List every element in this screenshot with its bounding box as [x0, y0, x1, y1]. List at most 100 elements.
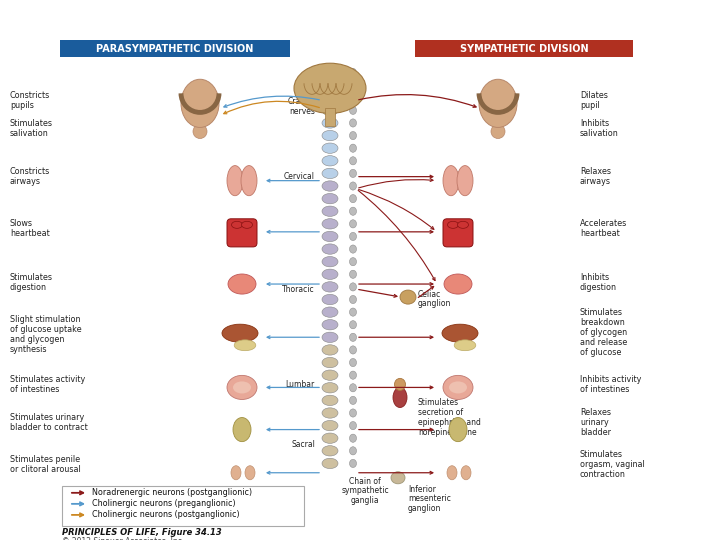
Ellipse shape	[181, 79, 219, 127]
Ellipse shape	[400, 290, 416, 304]
Ellipse shape	[322, 256, 338, 267]
Ellipse shape	[349, 131, 356, 140]
Ellipse shape	[349, 308, 356, 316]
Ellipse shape	[322, 320, 338, 330]
Ellipse shape	[349, 447, 356, 455]
Text: Relaxes
urinary
bladder: Relaxes urinary bladder	[580, 408, 611, 437]
Ellipse shape	[349, 106, 356, 114]
Ellipse shape	[349, 371, 356, 379]
Ellipse shape	[322, 80, 338, 90]
Ellipse shape	[461, 465, 471, 480]
Ellipse shape	[322, 143, 338, 153]
Ellipse shape	[233, 381, 251, 394]
Ellipse shape	[443, 166, 459, 195]
Ellipse shape	[241, 221, 253, 228]
Ellipse shape	[349, 283, 356, 291]
Ellipse shape	[444, 274, 472, 294]
Ellipse shape	[349, 119, 356, 127]
Ellipse shape	[349, 434, 356, 442]
Ellipse shape	[228, 274, 256, 294]
Text: Cervical: Cervical	[284, 172, 315, 181]
Ellipse shape	[349, 245, 356, 253]
Text: Thoracic: Thoracic	[282, 285, 315, 294]
Text: SYMPATHETIC DIVISION: SYMPATHETIC DIVISION	[459, 44, 588, 53]
Ellipse shape	[322, 433, 338, 443]
Ellipse shape	[447, 465, 457, 480]
Text: Stimulates urinary
bladder to contract: Stimulates urinary bladder to contract	[10, 413, 88, 432]
Ellipse shape	[322, 92, 338, 103]
Ellipse shape	[395, 379, 405, 390]
Ellipse shape	[322, 282, 338, 292]
Ellipse shape	[454, 340, 476, 350]
Ellipse shape	[234, 340, 256, 350]
Ellipse shape	[457, 221, 469, 228]
Text: PRINCIPLES OF LIFE, Figure 34.13: PRINCIPLES OF LIFE, Figure 34.13	[62, 528, 222, 537]
Text: Cholinergic neurons (postganglionic): Cholinergic neurons (postganglionic)	[92, 510, 240, 519]
Text: Inhibits
salivation: Inhibits salivation	[580, 119, 618, 138]
Ellipse shape	[442, 324, 478, 342]
Ellipse shape	[349, 346, 356, 354]
Bar	[325, 109, 335, 126]
Ellipse shape	[294, 63, 366, 113]
Ellipse shape	[349, 182, 356, 190]
Ellipse shape	[322, 193, 338, 204]
Ellipse shape	[349, 333, 356, 341]
Ellipse shape	[241, 166, 257, 195]
Ellipse shape	[349, 157, 356, 165]
Text: Inferior
mesenteric
ganglion: Inferior mesenteric ganglion	[408, 485, 451, 513]
Ellipse shape	[245, 465, 255, 480]
Text: © 2012 Sinauer Associates, Inc.: © 2012 Sinauer Associates, Inc.	[62, 537, 184, 540]
Ellipse shape	[322, 446, 338, 456]
Ellipse shape	[322, 269, 338, 280]
Text: Celiac
ganglion: Celiac ganglion	[418, 290, 451, 308]
Ellipse shape	[349, 384, 356, 392]
Ellipse shape	[349, 396, 356, 404]
Ellipse shape	[449, 417, 467, 442]
Ellipse shape	[322, 206, 338, 217]
Ellipse shape	[393, 387, 407, 408]
Ellipse shape	[322, 370, 338, 380]
Ellipse shape	[322, 294, 338, 305]
Ellipse shape	[349, 194, 356, 202]
Text: Cholinergic neurons (preganglionic): Cholinergic neurons (preganglionic)	[92, 500, 235, 508]
Ellipse shape	[349, 144, 356, 152]
Ellipse shape	[322, 219, 338, 229]
Ellipse shape	[449, 381, 467, 394]
Ellipse shape	[479, 79, 517, 127]
Ellipse shape	[391, 472, 405, 484]
Ellipse shape	[231, 465, 241, 480]
Ellipse shape	[349, 93, 356, 102]
Ellipse shape	[349, 460, 356, 468]
Text: Lumbar: Lumbar	[286, 380, 315, 389]
Ellipse shape	[349, 422, 356, 430]
Text: Dilates
pupil: Dilates pupil	[580, 91, 608, 110]
Ellipse shape	[491, 124, 505, 138]
Text: Stimulates activity
of intestines: Stimulates activity of intestines	[10, 375, 85, 394]
Text: Stimulates
orgasm, vaginal
contraction: Stimulates orgasm, vaginal contraction	[580, 450, 644, 480]
Ellipse shape	[349, 409, 356, 417]
Ellipse shape	[349, 321, 356, 329]
Ellipse shape	[443, 375, 473, 400]
Ellipse shape	[457, 166, 473, 195]
Text: Chain of
sympathetic
ganglia: Chain of sympathetic ganglia	[341, 477, 389, 505]
Text: Slows
heartbeat: Slows heartbeat	[10, 219, 50, 238]
Text: Accelerates
heartbeat: Accelerates heartbeat	[580, 219, 627, 238]
Text: Stimulates penile
or clitoral arousal: Stimulates penile or clitoral arousal	[10, 455, 81, 474]
Ellipse shape	[349, 232, 356, 240]
Text: Figure 34.13  The Autonomic Nervous System: Figure 34.13 The Autonomic Nervous Syste…	[6, 8, 356, 23]
Ellipse shape	[322, 181, 338, 191]
Ellipse shape	[322, 118, 338, 128]
Ellipse shape	[322, 332, 338, 342]
Text: Inhibits
digestion: Inhibits digestion	[580, 273, 617, 292]
Ellipse shape	[322, 307, 338, 318]
Text: Cranial
nerves: Cranial nerves	[287, 97, 315, 116]
Text: Inhibits activity
of intestines: Inhibits activity of intestines	[580, 375, 642, 394]
Ellipse shape	[322, 408, 338, 418]
Ellipse shape	[222, 324, 258, 342]
Text: Constricts
pupils: Constricts pupils	[10, 91, 50, 110]
FancyBboxPatch shape	[227, 219, 257, 247]
Ellipse shape	[232, 221, 243, 228]
Ellipse shape	[322, 383, 338, 393]
Ellipse shape	[322, 68, 338, 78]
Ellipse shape	[349, 359, 356, 367]
